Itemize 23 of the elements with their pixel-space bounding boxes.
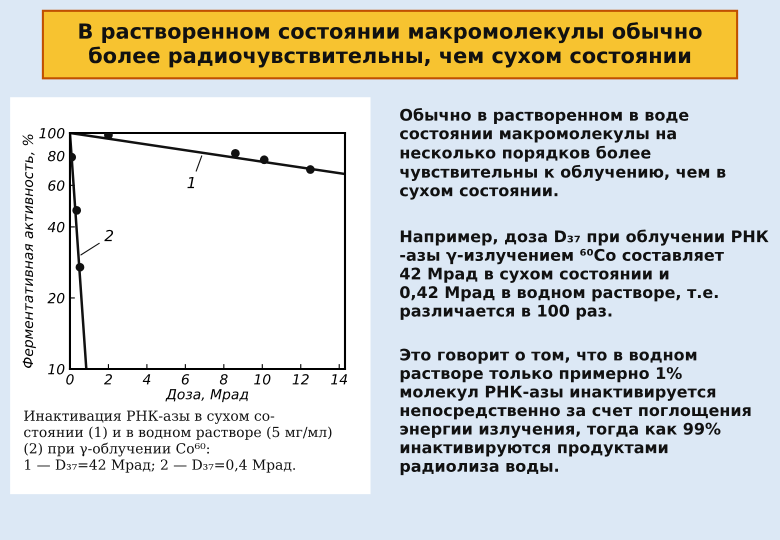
text: Обычно в растворенном в воде состоянии макромолекулы на несколько порядков более чувствительны к облучению, чем в сухом состоянии. <box>400 108 726 200</box>
y-tick-label: 40 <box>48 222 64 232</box>
x-tick-label: 4 <box>142 374 150 384</box>
text: В растворенном состоянии макромолекулы обычно более радиочувствительны, чем сухом состоянии <box>79 22 702 68</box>
y-tick-label: 60 <box>48 180 64 191</box>
y-tick-label: 100 <box>39 128 64 138</box>
text: Это говорит о том, что в водном растворе только примерно 1% молекул РНК-азы инактивируется непосредственно за счет поглощения энергии излучения, тогда как 99% инактивируются продуктами радиолиза воды. <box>400 348 751 476</box>
y-tick-label: 10 <box>48 364 64 374</box>
x-tick-label: 2 <box>104 374 112 384</box>
x-tick-label: 0 <box>66 374 74 385</box>
x-tick-label: 6 <box>182 374 190 385</box>
x-tick-label: 10 <box>254 374 270 385</box>
annotation: 1 <box>187 176 194 188</box>
y-tick-label: 80 <box>48 150 64 162</box>
x-tick-label: 8 <box>220 374 228 385</box>
text: Например, доза D₃₇ при облучении РНК -азы γ-излучением ⁶⁰Co составляет 42 Мрад в сухом состоянии и 0,42 Мрад в водном растворе, т.е. различается в 100 раз. <box>400 230 769 320</box>
x-tick-label: 14 <box>331 374 348 384</box>
x-tick-label: 12 <box>292 374 309 384</box>
text: Инактивация РНК-азы в сухом со- стоянии (1) и в водном растворе (5 мг/мл) (2) при γ-облучении Co⁶⁰: 1 — D₃₇=42 Мрад; 2 — D₃₇=0,4 Мрад. <box>24 410 332 473</box>
annotation: 2 <box>104 230 114 242</box>
x-axis-title: Доза, Мрад <box>165 389 248 402</box>
y-axis-title: Ферментативная активность, % <box>22 134 36 368</box>
y-tick-label: 20 <box>47 292 64 304</box>
